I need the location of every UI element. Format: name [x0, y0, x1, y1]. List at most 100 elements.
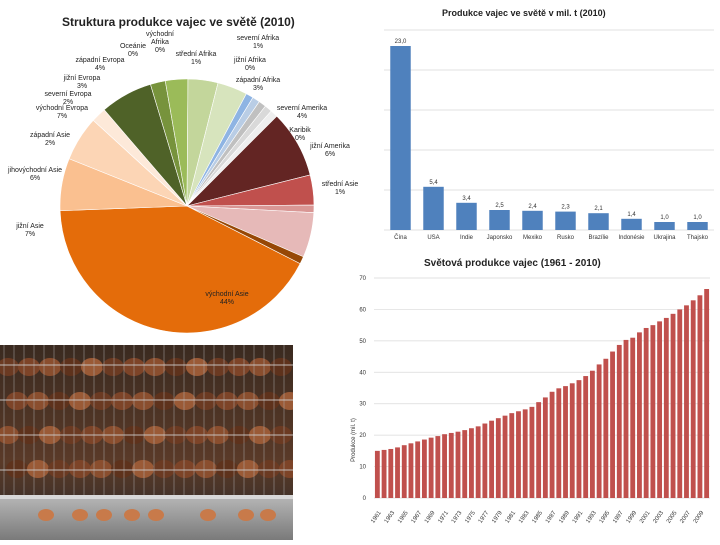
- hen-shape: [258, 460, 280, 478]
- year-bar: [536, 402, 542, 498]
- year-bar: [448, 432, 454, 498]
- year-bar: [395, 447, 400, 498]
- year-bar: [469, 428, 474, 498]
- year-bar: [482, 423, 488, 498]
- hen-shape: [237, 392, 259, 410]
- year-bar: [616, 344, 622, 498]
- bar-value-label: 2,3: [561, 205, 570, 211]
- hen-shape: [216, 460, 238, 478]
- year-bar: [421, 439, 427, 498]
- year-bar: [697, 295, 703, 498]
- x-tick-label: 1981: [505, 510, 518, 525]
- year-bar: [549, 391, 555, 498]
- hen-shape: [186, 358, 208, 376]
- pie-label: Karibik 0%: [289, 127, 311, 142]
- bar-value-label: 3,4: [462, 196, 471, 202]
- hen-shape: [165, 358, 187, 376]
- world-production-chart-panel: Světová produkce vajec (1961 - 2010) Pro…: [330, 250, 720, 540]
- year-bar: [388, 448, 394, 498]
- year-bar: [415, 441, 421, 498]
- hen-shape: [39, 358, 61, 376]
- hen-shape: [81, 358, 103, 376]
- country-bar-chart: Produkce vajec ve světě v mil. t (2010) …: [384, 8, 714, 241]
- pie-label: jižní Afrika 0%: [233, 57, 266, 72]
- pie-label: střední Asie 1%: [322, 181, 359, 196]
- pie-chart: Struktura produkce vajec ve světě (2010)…: [7, 15, 359, 334]
- year-bar: [408, 443, 414, 498]
- hen-shape: [174, 460, 196, 478]
- year-bar: [684, 305, 689, 498]
- year-bar: [650, 325, 656, 498]
- year-bar: [677, 309, 683, 498]
- pie-slice: [59, 205, 301, 334]
- country-bar: [489, 210, 510, 230]
- pie-label: jižní Evropa 3%: [63, 75, 101, 90]
- x-tick-label: 1995: [599, 510, 612, 525]
- x-tick-label: 1969: [424, 510, 437, 525]
- hen-shape: [216, 392, 238, 410]
- x-tick-label: 1991: [572, 510, 585, 525]
- year-bar: [516, 411, 521, 498]
- year-bar: [435, 436, 441, 498]
- category-label: Mexiko: [523, 235, 543, 241]
- world-production-y-axis-label: Produkce (mil. t): [351, 418, 357, 462]
- year-bar: [623, 339, 629, 498]
- pie-label: jižní Amerika 6%: [309, 143, 350, 158]
- country-bar: [588, 213, 609, 230]
- hen-shape: [27, 392, 49, 410]
- year-bar: [690, 300, 696, 498]
- egg: [238, 509, 254, 521]
- x-tick-label: 1977: [478, 510, 491, 525]
- world-production-chart-title: Světová produkce vajec (1961 - 2010): [424, 258, 601, 269]
- x-tick-label: 1987: [545, 510, 558, 525]
- year-bar: [610, 351, 615, 498]
- y-tick-label: 60: [359, 307, 366, 313]
- hen-shape: [48, 460, 70, 478]
- pie-slice: [186, 205, 304, 265]
- year-bar: [630, 337, 636, 498]
- year-bar: [502, 415, 508, 498]
- category-label: Indie: [460, 235, 474, 241]
- year-bar: [569, 383, 575, 498]
- x-tick-label: 1989: [558, 510, 571, 525]
- country-bar: [654, 222, 675, 230]
- year-bar: [563, 386, 568, 498]
- hen-shape: [144, 358, 166, 376]
- y-tick-label: 50: [359, 339, 366, 345]
- hen-shape: [69, 460, 91, 478]
- category-label: Indonésie: [618, 235, 645, 241]
- hen-shape: [132, 392, 154, 410]
- year-bar: [596, 364, 602, 498]
- bar-value-label: 2,4: [528, 204, 537, 210]
- year-bar: [670, 313, 676, 498]
- x-tick-label: 1973: [451, 510, 464, 525]
- country-bar: [456, 202, 477, 230]
- egg-cage-photo-image: [0, 345, 301, 540]
- hen-shape: [90, 460, 112, 478]
- x-tick-label: 1993: [585, 510, 598, 525]
- pie-label: jižní Asie 7%: [15, 223, 44, 238]
- year-bar: [522, 409, 528, 498]
- world-production-chart: Světová produkce vajec (1961 - 2010) Pro…: [351, 258, 710, 525]
- pie-label: severní Amerika 4%: [277, 105, 327, 120]
- x-tick-label: 1999: [626, 510, 639, 525]
- egg: [124, 509, 140, 521]
- year-bar: [442, 434, 447, 498]
- egg-cage-photo: [0, 345, 301, 540]
- year-bar: [381, 449, 387, 498]
- category-label: Japonsko: [487, 235, 513, 241]
- year-bar: [583, 376, 589, 498]
- x-tick-label: 1975: [464, 510, 477, 525]
- year-bar: [401, 445, 407, 498]
- pie-label: východní Afrika 0%: [146, 31, 174, 54]
- country-bar: [423, 186, 444, 230]
- bar-value-label: 1,4: [627, 212, 636, 218]
- pie-label: severní Afrika 1%: [237, 35, 280, 50]
- pie-label: severní Evropa 2%: [44, 91, 91, 106]
- hen-shape: [69, 392, 91, 410]
- bar-value-label: 1,0: [660, 215, 669, 221]
- year-bar: [489, 420, 495, 498]
- year-bar: [657, 321, 663, 498]
- egg: [72, 509, 88, 521]
- category-label: Rusko: [557, 235, 575, 241]
